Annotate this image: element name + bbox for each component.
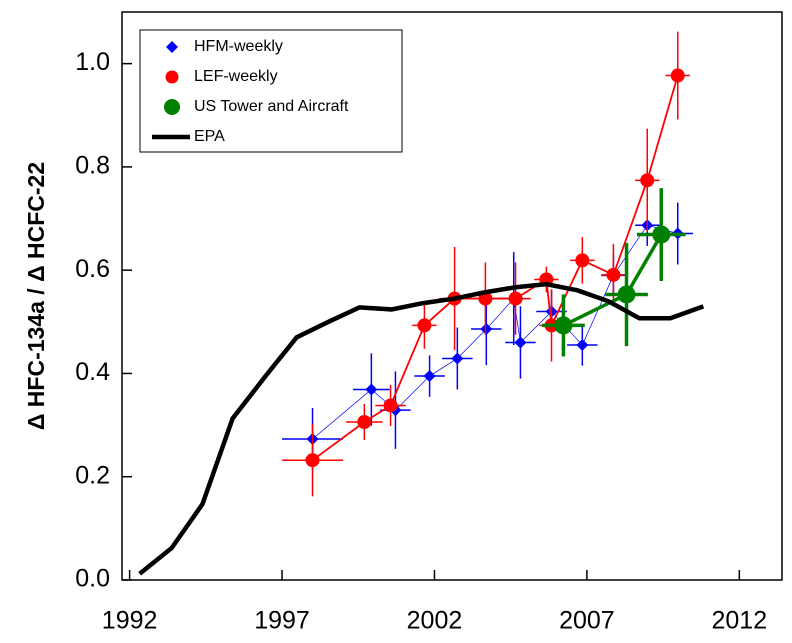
point [617, 285, 636, 304]
x-tick-label: 2007 [559, 607, 615, 635]
point [575, 253, 590, 268]
point [652, 225, 671, 244]
series-line [312, 224, 678, 440]
point [423, 370, 436, 383]
series-line [138, 281, 705, 576]
legend-label: HFM-weekly [194, 38, 283, 55]
x-tick-label: 1992 [102, 607, 158, 635]
legend-swatch [165, 70, 179, 84]
x-tick-label: 2012 [712, 607, 768, 635]
point [576, 339, 589, 352]
point [670, 68, 685, 83]
point [640, 173, 655, 188]
point [305, 453, 320, 468]
x-tick-label: 1997 [254, 607, 310, 635]
y-tick-label: 1.0 [75, 48, 110, 76]
legend-label: LEF-weekly [194, 68, 278, 85]
x-tick-label: 2002 [407, 607, 463, 635]
point [357, 414, 372, 429]
y-tick-label: 0.4 [75, 358, 110, 386]
point [554, 316, 573, 335]
legend-swatch [164, 99, 180, 115]
point [417, 318, 432, 333]
legend-box [139, 29, 403, 153]
legend-label: US Tower and Aircraft [194, 98, 349, 115]
y-tick-label: 0.6 [75, 255, 110, 283]
point [508, 291, 523, 306]
point [606, 267, 621, 282]
y-tick-label: 0.0 [75, 565, 110, 593]
plot-frame [121, 11, 783, 581]
y-axis-label: Δ HFC-134a / Δ HCFC-22 [23, 162, 49, 430]
y-tick-label: 0.2 [75, 461, 110, 489]
point [514, 336, 527, 349]
point [383, 398, 398, 413]
point [451, 352, 464, 365]
point [480, 323, 493, 336]
point [365, 383, 378, 396]
y-tick-label: 0.8 [75, 152, 110, 180]
legend-label: EPA [194, 128, 225, 145]
legend-swatch [166, 41, 178, 53]
